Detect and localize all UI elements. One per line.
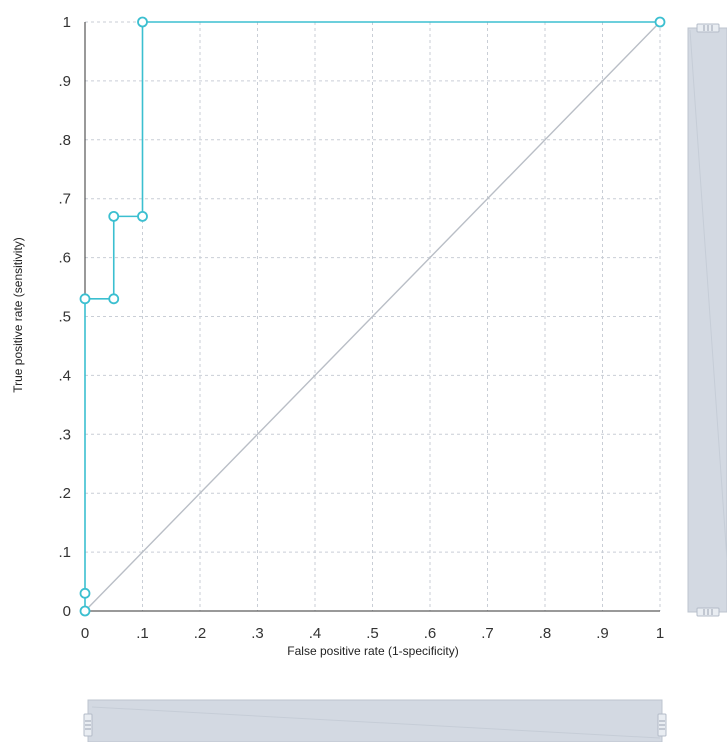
x-tick-label: .6 (424, 625, 437, 642)
horizontal-slider-shading (91, 706, 661, 739)
y-tick-label: .8 (58, 132, 71, 149)
y-tick-label: .6 (58, 250, 71, 267)
vertical-slider-top-handle[interactable] (696, 23, 720, 33)
data-points (79, 16, 666, 617)
y-tick-label: .9 (58, 73, 71, 90)
y-tick-label: .4 (58, 367, 71, 384)
roc-point[interactable] (654, 16, 666, 28)
y-tick-label: .1 (58, 544, 71, 561)
horizontal-slider-left-handle[interactable] (83, 713, 93, 737)
x-tick-label: .2 (194, 625, 207, 642)
y-tick-label: 0 (63, 603, 71, 620)
roc-point[interactable] (137, 210, 148, 222)
horizontal-slider-track[interactable] (87, 699, 663, 742)
series (84, 21, 661, 612)
x-tick-label: 0 (81, 625, 89, 642)
roc-point[interactable] (79, 587, 91, 599)
x-tick-label: .3 (251, 625, 264, 642)
x-tick-label: .7 (481, 625, 494, 642)
x-tick-label: .4 (309, 625, 322, 642)
roc-point[interactable] (79, 293, 91, 305)
roc-curve-line (84, 21, 660, 611)
y-axis-tick-labels: 0 .1 .2 .3 .4 .5 .6 .7 .8 .9 1 (58, 14, 71, 620)
roc-point[interactable] (79, 605, 91, 617)
vertical-slider-shading (689, 29, 727, 561)
y-tick-label: .2 (58, 485, 71, 502)
y-tick-label: .7 (58, 191, 71, 208)
x-axis-tick-labels: 0 .1 .2 .3 .4 .5 .6 .7 .8 .9 1 (81, 625, 664, 642)
x-tick-label: .9 (596, 625, 609, 642)
x-axis-title: False positive rate (1-specificity) (287, 644, 458, 658)
y-tick-label: .3 (58, 426, 71, 443)
x-tick-label: .1 (136, 625, 149, 642)
vertical-slider-bottom-handle[interactable] (696, 607, 720, 617)
x-tick-label: 1 (656, 625, 664, 642)
vertical-range-slider[interactable] (687, 23, 727, 617)
roc-point[interactable] (108, 293, 120, 305)
horizontal-slider-right-handle[interactable] (657, 713, 667, 737)
y-tick-label: 1 (63, 14, 71, 31)
roc-point[interactable] (137, 16, 148, 28)
reference-diagonal-line (84, 21, 661, 612)
y-tick-label: .5 (58, 309, 71, 326)
roc-point[interactable] (108, 210, 120, 222)
y-axis-title: True positive rate (sensitivity) (11, 237, 25, 393)
vertical-slider-track[interactable] (687, 27, 727, 613)
x-tick-label: .5 (366, 625, 379, 642)
horizontal-range-slider[interactable] (83, 699, 667, 742)
x-tick-label: .8 (539, 625, 552, 642)
